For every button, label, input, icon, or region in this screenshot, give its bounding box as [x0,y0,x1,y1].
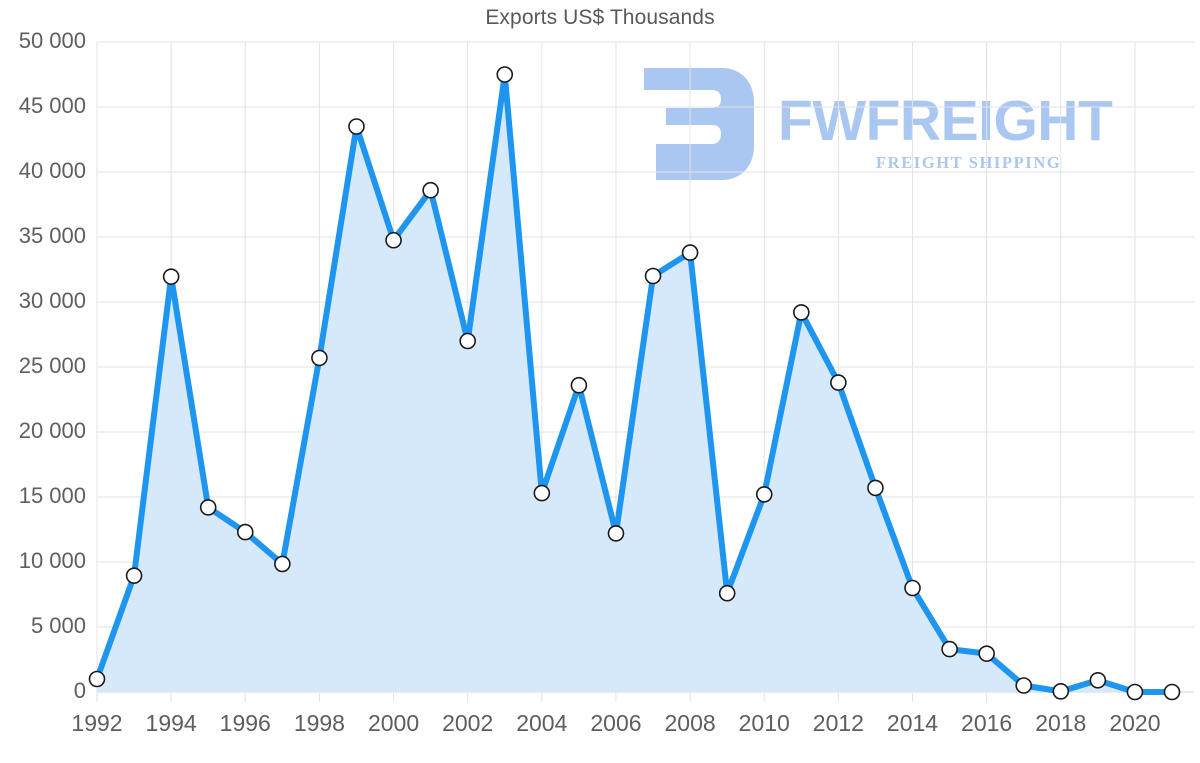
x-axis-tick-label: 2016 [961,710,1013,736]
x-axis-tick-label: 1994 [145,710,197,736]
data-point-marker[interactable] [978,645,995,662]
data-point-marker[interactable] [236,523,254,541]
x-axis-tick-label: 2020 [1109,710,1161,736]
data-point-marker[interactable] [755,486,773,503]
y-axis-tick-label: 40 000 [18,158,86,183]
data-point-marker[interactable] [496,66,514,83]
data-point-marker[interactable] [348,118,365,135]
data-point-marker[interactable] [904,579,921,597]
data-point-marker[interactable] [274,555,291,573]
y-axis-tick-label: 35 000 [18,223,86,248]
data-point-marker[interactable] [88,670,106,688]
y-axis-tick-label: 15 000 [18,483,86,508]
data-point-marker[interactable] [199,499,217,516]
y-axis-tick-label: 10 000 [18,548,86,573]
y-axis-tick-label: 50 000 [18,28,86,53]
y-axis-tick-label: 20 000 [18,418,86,443]
y-axis-tick-label: 25 000 [18,353,86,378]
data-point-marker[interactable] [459,332,476,350]
data-point-marker[interactable] [718,584,736,602]
x-axis-tick-label: 2014 [886,710,939,736]
x-axis-tick-label: 2018 [1035,710,1087,736]
data-point-marker[interactable] [422,181,439,199]
y-axis-tick-label: 5 000 [30,613,86,638]
data-point-marker[interactable] [1015,677,1033,694]
area-fill [97,74,1172,692]
y-axis-tick-label: 0 [73,678,86,703]
x-axis-tick-label: 2010 [738,710,790,736]
data-point-marker[interactable] [1126,683,1144,701]
data-point-marker[interactable] [162,268,180,285]
data-point-marker[interactable] [793,304,810,321]
y-axis-tick-label: 45 000 [18,93,86,118]
data-point-marker[interactable] [533,484,551,502]
data-point-marker[interactable] [830,374,847,391]
data-point-marker[interactable] [1163,683,1181,701]
data-point-marker[interactable] [570,376,588,394]
x-axis-tick-label: 2002 [442,710,494,736]
data-point-marker[interactable] [1089,671,1107,689]
x-axis-tick-label: 2008 [664,710,716,736]
area-fill-path [97,74,1172,692]
data-point-marker[interactable] [311,349,328,367]
data-markers [88,66,1181,701]
data-point-marker[interactable] [607,525,625,542]
y-axis-tick-label: 30 000 [18,288,86,313]
data-point-marker[interactable] [941,640,958,658]
x-axis-tick-label: 2000 [367,710,420,736]
data-point-marker[interactable] [681,244,699,261]
data-point-marker[interactable] [385,231,402,249]
data-point-marker[interactable] [644,267,662,285]
x-axis-tick-label: 2006 [590,710,642,736]
data-point-marker[interactable] [125,567,143,584]
x-axis-tick-label: 2012 [812,710,864,736]
x-axis-tick-label: 1992 [71,710,123,736]
chart-title: Exports US$ Thousands [485,6,715,29]
x-axis-tick-label: 1998 [293,710,345,736]
x-axis-tick-label: 2004 [516,710,568,736]
x-axis-tick-label: 1996 [219,710,271,736]
data-point-marker[interactable] [867,479,884,497]
data-point-marker[interactable] [1052,683,1070,700]
